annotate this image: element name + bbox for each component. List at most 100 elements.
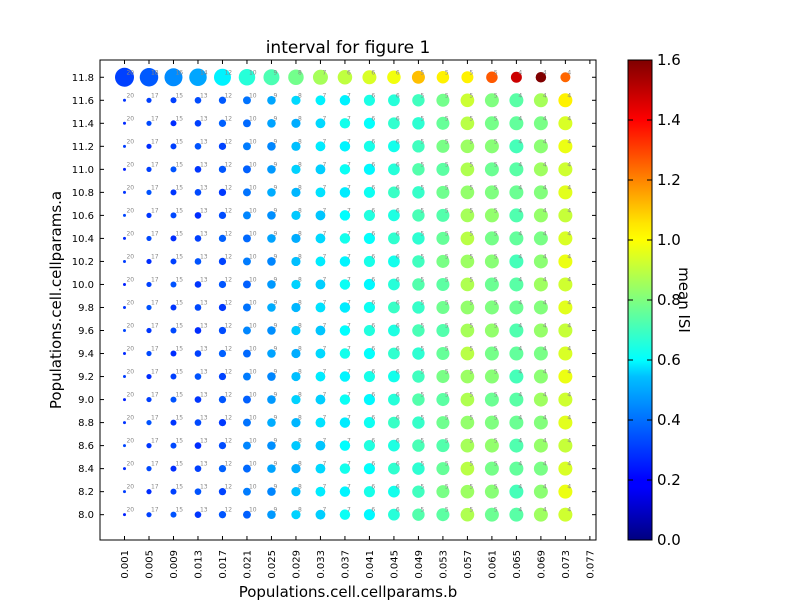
point-label: 5 [494, 138, 498, 145]
scatter-point [243, 165, 251, 174]
y-axis-label: Populations.cell.cellparams.a [47, 191, 65, 409]
scatter-point [484, 208, 499, 223]
scatter-point [363, 394, 375, 406]
point-label: 8 [298, 369, 302, 376]
point-label: 5 [469, 276, 473, 283]
scatter-point [243, 395, 251, 404]
scatter-point [315, 486, 326, 497]
scatter-point [291, 302, 301, 313]
point-label: 7 [322, 184, 326, 191]
point-label: 4 [518, 392, 522, 399]
point-label: 4 [567, 184, 571, 191]
point-label: 4 [518, 230, 522, 237]
point-label: 20 [126, 230, 134, 237]
scatter-point [315, 95, 326, 106]
point-label: 15 [175, 253, 183, 260]
point-label: 4 [518, 276, 522, 283]
colorbar-tick-label: 0.6 [657, 351, 681, 369]
scatter-point [460, 438, 475, 453]
scatter-point [412, 439, 425, 452]
scatter-point [436, 393, 450, 407]
point-label: 6 [396, 138, 400, 145]
scatter-point [484, 300, 499, 315]
scatter-point [558, 507, 573, 522]
scatter-point [146, 143, 152, 149]
point-label: 5 [469, 253, 473, 260]
point-label: 9 [273, 161, 277, 168]
point-label: 5 [469, 461, 473, 468]
point-label: 5 [420, 161, 424, 168]
point-label: 4 [518, 369, 522, 376]
scatter-point [533, 484, 548, 499]
scatter-point [194, 304, 202, 311]
y-tick-label: 10.8 [72, 188, 94, 199]
scatter-point [436, 139, 450, 153]
scatter-point [122, 421, 126, 425]
point-label: 12 [224, 438, 232, 445]
point-label: 5 [469, 161, 473, 168]
point-label: 7 [347, 415, 351, 422]
scatter-point [194, 373, 202, 380]
point-label: 5 [445, 299, 449, 306]
scatter-point [460, 300, 475, 315]
scatter-point [164, 68, 183, 87]
x-tick-label: 0.041 [365, 550, 376, 579]
scatter-point [315, 256, 326, 267]
scatter-point [315, 348, 326, 359]
point-label: 4 [567, 346, 571, 353]
point-label: 7 [322, 484, 326, 491]
point-label: 10 [249, 253, 257, 260]
point-label: 7 [322, 461, 326, 468]
scatter-point [339, 440, 351, 451]
point-label: 6 [396, 484, 400, 491]
point-label: 17 [151, 415, 159, 422]
scatter-point [194, 327, 202, 334]
point-label: 5 [445, 484, 449, 491]
scatter-point [194, 119, 202, 127]
scatter-point [146, 97, 152, 103]
point-label: 7 [347, 369, 351, 376]
scatter-point [170, 396, 177, 403]
point-label: 10 [249, 161, 257, 168]
point-label: 10 [249, 299, 257, 306]
scatter-point [412, 508, 425, 521]
scatter-point [339, 302, 351, 313]
scatter-point [388, 324, 400, 337]
scatter-point [170, 442, 177, 449]
point-label: 4 [518, 161, 522, 168]
scatter-point [460, 392, 475, 407]
point-label: 4 [518, 461, 522, 468]
scatter-point [484, 139, 499, 154]
scatter-point [436, 508, 450, 522]
point-label: 13 [200, 415, 208, 422]
point-label: 9 [273, 138, 277, 145]
point-label: 9 [273, 323, 277, 330]
scatter-point [267, 418, 276, 427]
scatter-point [509, 116, 524, 131]
point-label: 5 [445, 438, 449, 445]
scatter-point [146, 281, 152, 288]
scatter-point [170, 189, 177, 196]
point-label: 15 [175, 161, 183, 168]
scatter-point [509, 139, 524, 154]
point-label: 4 [543, 184, 547, 191]
colorbar-tick-label: 1.4 [657, 111, 681, 129]
scatter-point [139, 68, 159, 87]
point-label: 4 [543, 161, 547, 168]
point-label: 9 [273, 69, 277, 76]
scatter-point [194, 488, 202, 495]
scatter-point [213, 68, 231, 86]
scatter-point [170, 373, 177, 380]
scatter-point [509, 254, 524, 269]
scatter-point [558, 323, 573, 338]
scatter-point [558, 369, 573, 384]
point-label: 4 [543, 69, 547, 76]
scatter-point [510, 71, 522, 83]
scatter-point [363, 301, 375, 314]
scatter-point [533, 415, 548, 430]
point-label: 20 [126, 276, 134, 283]
scatter-point [363, 347, 375, 360]
point-label: 5 [445, 392, 449, 399]
point-label: 20 [126, 323, 134, 330]
